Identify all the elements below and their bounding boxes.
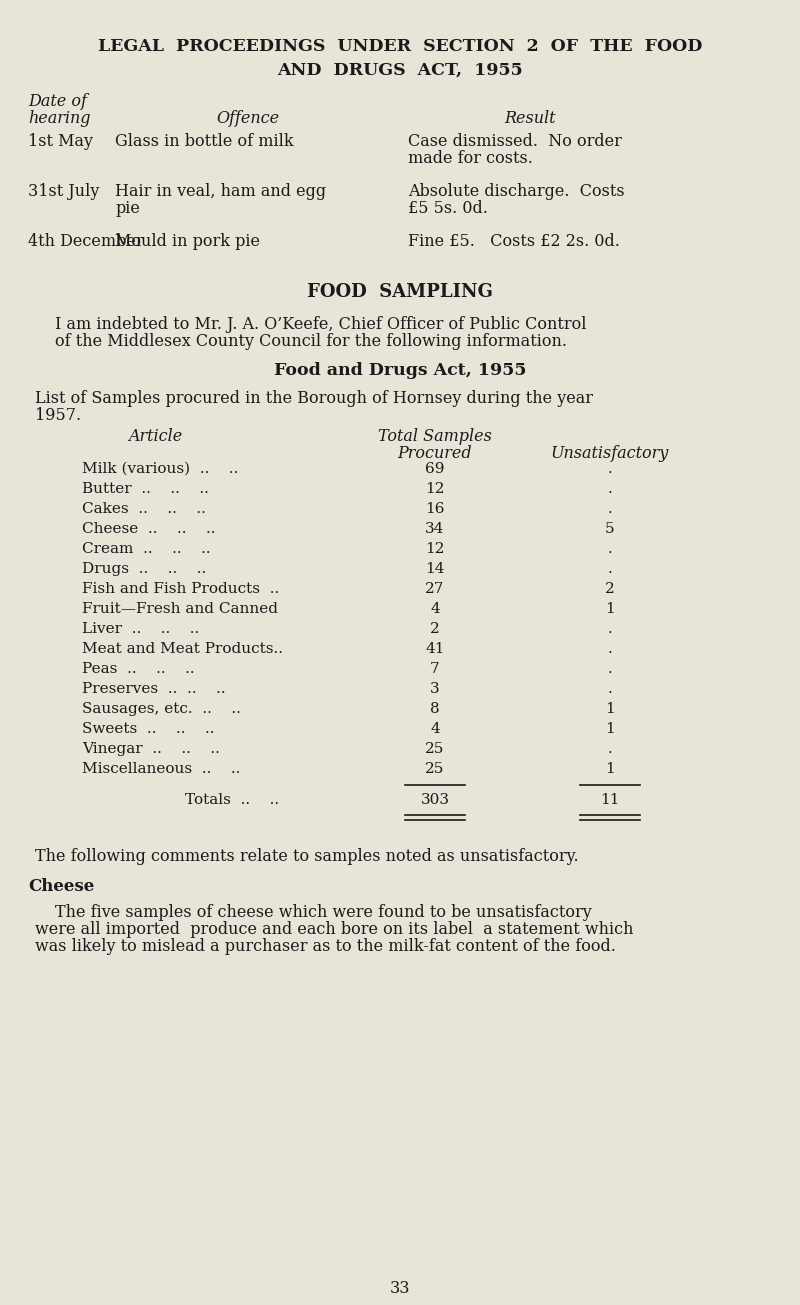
Text: 25: 25 [426, 743, 445, 756]
Text: .: . [608, 462, 612, 476]
Text: 3: 3 [430, 683, 440, 696]
Text: Date of: Date of [28, 93, 87, 110]
Text: were all imported  produce and each bore on its label  a statement which: were all imported produce and each bore … [35, 921, 634, 938]
Text: I am indebted to Mr. J. A. O’Keefe, Chief Officer of Public Control: I am indebted to Mr. J. A. O’Keefe, Chie… [55, 316, 586, 333]
Text: List of Samples procured in the Borough of Hornsey during the year: List of Samples procured in the Borough … [35, 390, 593, 407]
Text: 1: 1 [605, 762, 615, 776]
Text: Hair in veal, ham and egg: Hair in veal, ham and egg [115, 183, 326, 200]
Text: 1: 1 [605, 602, 615, 616]
Text: 34: 34 [426, 522, 445, 536]
Text: Absolute discharge.  Costs: Absolute discharge. Costs [408, 183, 625, 200]
Text: Cheese: Cheese [28, 878, 94, 895]
Text: Total Samples: Total Samples [378, 428, 492, 445]
Text: Sweets  ..    ..    ..: Sweets .. .. .. [82, 722, 214, 736]
Text: .: . [608, 562, 612, 576]
Text: hearing: hearing [28, 110, 90, 127]
Text: 1: 1 [605, 722, 615, 736]
Text: 31st July: 31st July [28, 183, 99, 200]
Text: The following comments relate to samples noted as unsatisfactory.: The following comments relate to samples… [35, 848, 578, 865]
Text: .: . [608, 542, 612, 556]
Text: 5: 5 [605, 522, 615, 536]
Text: was likely to mislead a purchaser as to the milk-fat content of the food.: was likely to mislead a purchaser as to … [35, 938, 616, 955]
Text: 1957.: 1957. [35, 407, 81, 424]
Text: Case dismissed.  No order: Case dismissed. No order [408, 133, 622, 150]
Text: Preserves  ..  ..    ..: Preserves .. .. .. [82, 683, 226, 696]
Text: Cream  ..    ..    ..: Cream .. .. .. [82, 542, 210, 556]
Text: Sausages, etc.  ..    ..: Sausages, etc. .. .. [82, 702, 241, 716]
Text: Cheese  ..    ..    ..: Cheese .. .. .. [82, 522, 215, 536]
Text: .: . [608, 622, 612, 636]
Text: .: . [608, 662, 612, 676]
Text: £5 5s. 0d.: £5 5s. 0d. [408, 200, 488, 217]
Text: FOOD  SAMPLING: FOOD SAMPLING [307, 283, 493, 301]
Text: Unsatisfactory: Unsatisfactory [551, 445, 669, 462]
Text: Drugs  ..    ..    ..: Drugs .. .. .. [82, 562, 206, 576]
Text: 2: 2 [430, 622, 440, 636]
Text: .: . [608, 743, 612, 756]
Text: .: . [608, 482, 612, 496]
Text: of the Middlesex County Council for the following information.: of the Middlesex County Council for the … [55, 333, 567, 350]
Text: Mould in pork pie: Mould in pork pie [115, 234, 260, 251]
Text: 25: 25 [426, 762, 445, 776]
Text: The five samples of cheese which were found to be unsatisfactory: The five samples of cheese which were fo… [55, 904, 592, 921]
Text: Milk (various)  ..    ..: Milk (various) .. .. [82, 462, 238, 476]
Text: .: . [608, 683, 612, 696]
Text: Glass in bottle of milk: Glass in bottle of milk [115, 133, 294, 150]
Text: 1st May: 1st May [28, 133, 93, 150]
Text: Totals  ..    ..: Totals .. .. [185, 793, 279, 806]
Text: 4: 4 [430, 722, 440, 736]
Text: Procured: Procured [398, 445, 472, 462]
Text: made for costs.: made for costs. [408, 150, 533, 167]
Text: Food and Drugs Act, 1955: Food and Drugs Act, 1955 [274, 361, 526, 378]
Text: Vinegar  ..    ..    ..: Vinegar .. .. .. [82, 743, 220, 756]
Text: 27: 27 [426, 582, 445, 596]
Text: LEGAL  PROCEEDINGS  UNDER  SECTION  2  OF  THE  FOOD: LEGAL PROCEEDINGS UNDER SECTION 2 OF THE… [98, 38, 702, 55]
Text: Miscellaneous  ..    ..: Miscellaneous .. .. [82, 762, 240, 776]
Text: 69: 69 [426, 462, 445, 476]
Text: Butter  ..    ..    ..: Butter .. .. .. [82, 482, 209, 496]
Text: 33: 33 [390, 1280, 410, 1297]
Text: 14: 14 [426, 562, 445, 576]
Text: Offence: Offence [217, 110, 279, 127]
Text: Liver  ..    ..    ..: Liver .. .. .. [82, 622, 199, 636]
Text: 4th December: 4th December [28, 234, 144, 251]
Text: Fine £5.   Costs £2 2s. 0d.: Fine £5. Costs £2 2s. 0d. [408, 234, 620, 251]
Text: 4: 4 [430, 602, 440, 616]
Text: 7: 7 [430, 662, 440, 676]
Text: Fish and Fish Products  ..: Fish and Fish Products .. [82, 582, 279, 596]
Text: 12: 12 [426, 542, 445, 556]
Text: 8: 8 [430, 702, 440, 716]
Text: pie: pie [115, 200, 140, 217]
Text: 16: 16 [426, 502, 445, 515]
Text: Meat and Meat Products..: Meat and Meat Products.. [82, 642, 283, 656]
Text: 12: 12 [426, 482, 445, 496]
Text: 303: 303 [421, 793, 450, 806]
Text: 2: 2 [605, 582, 615, 596]
Text: Cakes  ..    ..    ..: Cakes .. .. .. [82, 502, 206, 515]
Text: AND  DRUGS  ACT,  1955: AND DRUGS ACT, 1955 [277, 63, 523, 80]
Text: Peas  ..    ..    ..: Peas .. .. .. [82, 662, 194, 676]
Text: 11: 11 [600, 793, 620, 806]
Text: 41: 41 [426, 642, 445, 656]
Text: Article: Article [128, 428, 182, 445]
Text: 1: 1 [605, 702, 615, 716]
Text: Fruit—Fresh and Canned: Fruit—Fresh and Canned [82, 602, 278, 616]
Text: .: . [608, 642, 612, 656]
Text: .: . [608, 502, 612, 515]
Text: Result: Result [504, 110, 556, 127]
